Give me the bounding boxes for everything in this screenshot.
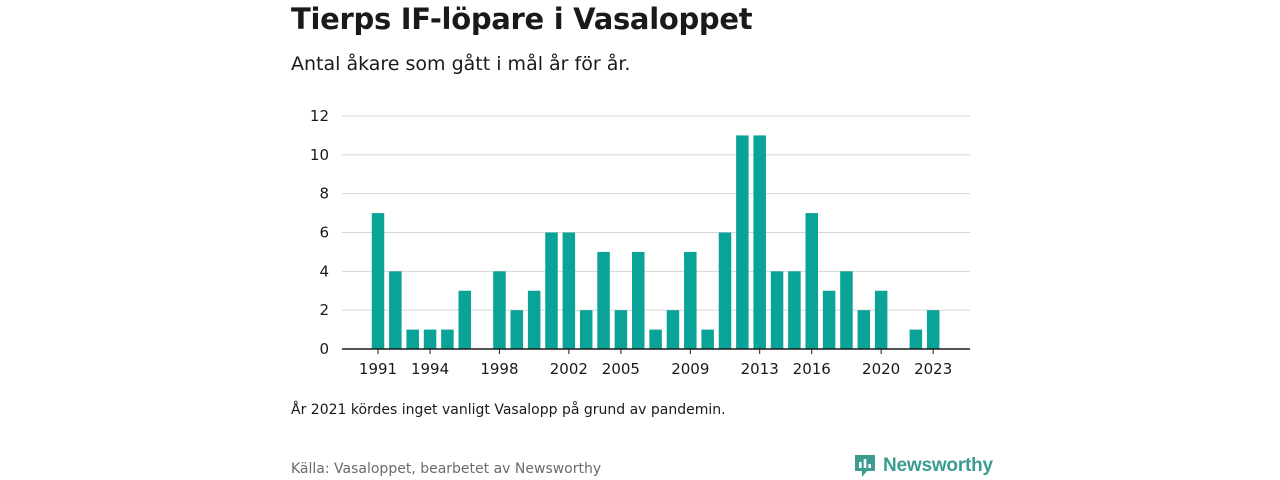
x-tick-label-2005: 2005 xyxy=(602,360,640,378)
y-tick-label-10: 10 xyxy=(310,146,329,164)
bar-2001 xyxy=(545,232,558,349)
bar-1991 xyxy=(371,213,385,349)
y-tick-label-4: 4 xyxy=(319,262,329,280)
bar-1993 xyxy=(406,329,419,349)
bar-2013 xyxy=(753,135,766,349)
bar-2019 xyxy=(857,310,871,349)
bar-2006 xyxy=(632,251,645,349)
x-tick-label-2023: 2023 xyxy=(914,360,952,378)
bar-2000 xyxy=(527,290,541,349)
bar-2016 xyxy=(805,213,818,349)
x-tick-label-2013: 2013 xyxy=(741,360,779,378)
bar-2023 xyxy=(926,310,940,349)
x-tick-label-2009: 2009 xyxy=(671,360,709,378)
bar-1992 xyxy=(389,271,402,349)
bar-1999 xyxy=(510,310,524,349)
bar-2014 xyxy=(770,271,784,349)
bar-1994 xyxy=(423,329,437,349)
bar-2003 xyxy=(579,310,593,349)
bar-2015 xyxy=(788,271,801,349)
newsworthy-logo-icon xyxy=(855,455,875,477)
y-tick-label-6: 6 xyxy=(319,224,329,242)
x-tick-label-1994: 1994 xyxy=(411,360,449,378)
chart-note: År 2021 kördes inget vanligt Vasalopp på… xyxy=(291,402,726,418)
x-tick-label-2016: 2016 xyxy=(793,360,831,378)
x-tick-label-1998: 1998 xyxy=(480,360,518,378)
bar-2017 xyxy=(822,290,836,349)
bar-1995 xyxy=(441,329,454,349)
x-tick-label-1991: 1991 xyxy=(359,360,397,378)
x-tick-label-2020: 2020 xyxy=(862,360,900,378)
bar-2012 xyxy=(736,135,749,349)
bar-1998 xyxy=(493,271,506,349)
bar-2011 xyxy=(718,232,732,349)
bar-2007 xyxy=(649,329,662,349)
x-tick-label-2002: 2002 xyxy=(550,360,588,378)
y-tick-label-8: 8 xyxy=(319,185,329,203)
bar-1996 xyxy=(458,290,471,349)
bar-2004 xyxy=(597,251,610,349)
y-tick-label-12: 12 xyxy=(310,107,329,125)
logo-text: Newsworthy xyxy=(883,455,993,476)
y-tick-label-2: 2 xyxy=(319,301,329,319)
bar-2020 xyxy=(874,290,888,349)
source-credit: Källa: Vasaloppet, bearbetet av Newswort… xyxy=(291,461,602,477)
bar-2008 xyxy=(666,310,680,349)
bar-2010 xyxy=(701,329,714,349)
y-tick-label-0: 0 xyxy=(319,340,329,358)
bar-2022 xyxy=(909,329,923,349)
bar-2018 xyxy=(840,271,853,349)
newsworthy-logo[interactable]: Newsworthy xyxy=(853,453,993,479)
bar-2009 xyxy=(684,251,697,349)
chart-title: Tierps IF-löpare i Vasaloppet xyxy=(291,2,753,36)
bar-2002 xyxy=(562,232,576,349)
chart-subtitle: Antal åkare som gått i mål år för år. xyxy=(291,53,631,75)
bar-2005 xyxy=(614,310,628,349)
